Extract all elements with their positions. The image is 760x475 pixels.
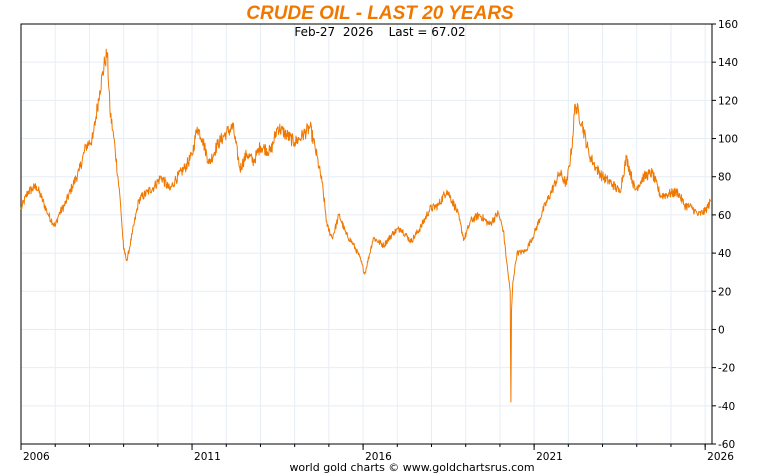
y-tick-label: -20 [718, 363, 735, 375]
y-tick-label: 0 [718, 324, 725, 336]
series-layer [20, 48, 712, 403]
x-tick-label: 2011 [194, 451, 221, 463]
y-tick-label: 120 [718, 95, 738, 107]
y-tick-label: -60 [718, 439, 735, 451]
chart-subtitle: Feb-27 2026 Last = 67.02 [294, 25, 465, 39]
x-tick-label: 2021 [536, 451, 563, 463]
y-tick-label: 160 [718, 19, 738, 31]
x-tick-label: 2006 [23, 451, 50, 463]
series-line-crude-oil [20, 48, 712, 403]
axes: -60 -40 -20 0 20 40 60 80 100 120 140 160 2006 2011 20… [20, 19, 738, 463]
x-tick-label: 2016 [365, 451, 392, 463]
x-tick-label: 2026 [707, 451, 734, 463]
chart-title: CRUDE OIL - LAST 20 YEARS [246, 3, 514, 24]
plot-area-border [20, 23, 713, 445]
chart-footer-credit: world gold charts © www.goldchartsrus.co… [289, 461, 534, 474]
y-tick-label: 140 [718, 57, 738, 69]
y-tick-label: 80 [718, 172, 731, 184]
y-tick-label: 60 [718, 210, 731, 222]
y-tick-label: 20 [718, 286, 731, 298]
y-tick-label: 40 [718, 248, 731, 260]
y-tick-label: -40 [718, 401, 735, 413]
y-tick-label: 100 [718, 134, 738, 146]
